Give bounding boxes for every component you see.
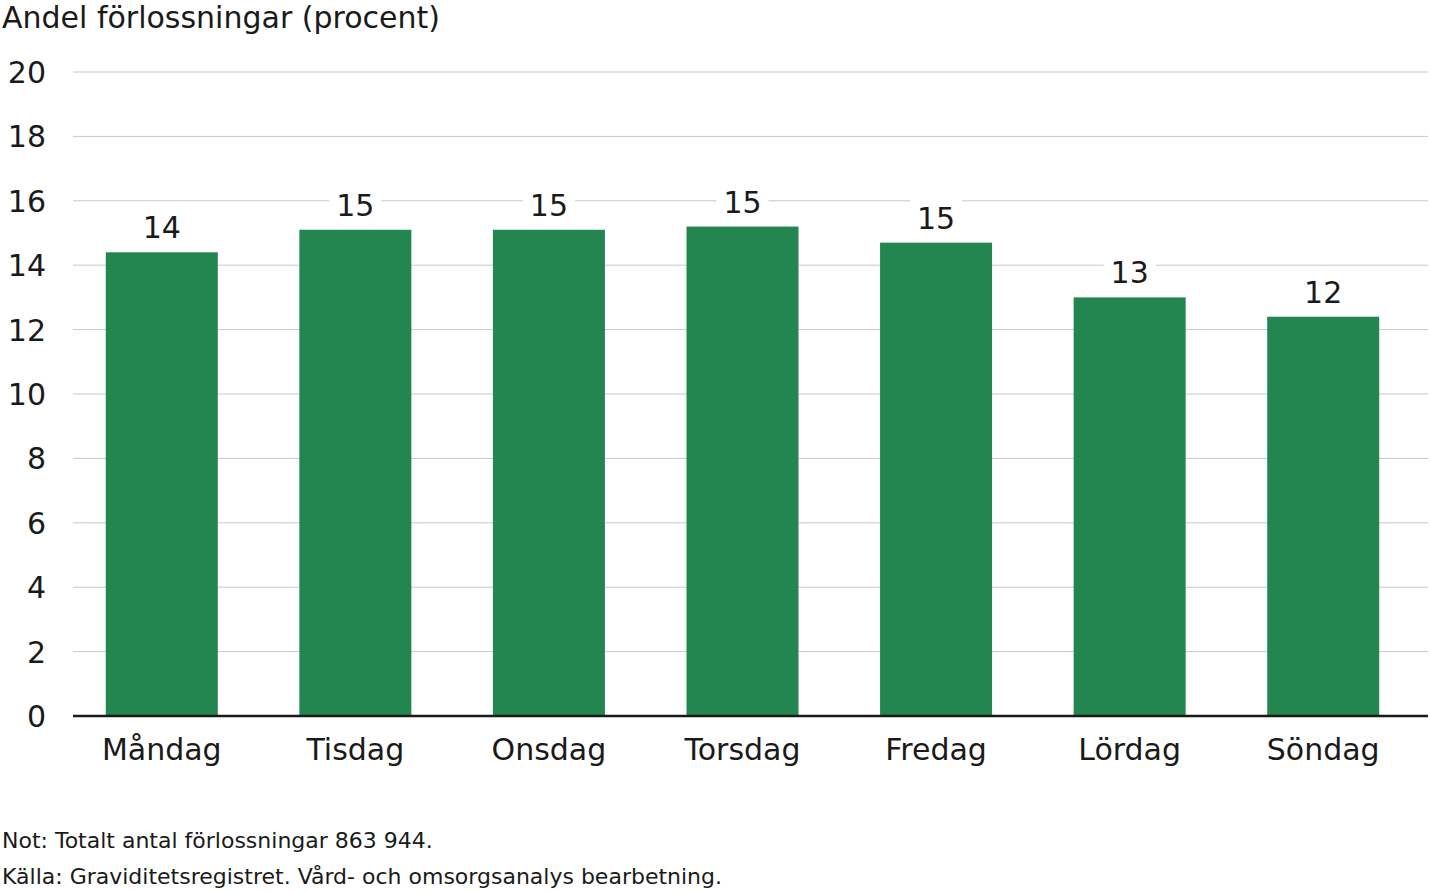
bar: [493, 230, 605, 716]
note: Källa: Graviditetsregistret. Vård- och o…: [2, 864, 722, 889]
data-label-bg: [136, 208, 188, 246]
bar: [1074, 297, 1186, 716]
y-axis-label: Andel förlossningar (procent): [2, 0, 440, 35]
bar: [687, 227, 799, 716]
y-tick-label: 8: [27, 441, 46, 476]
y-tick-label: 18: [8, 119, 46, 154]
data-labels: 14 15 15 15 15 13 12: [136, 183, 1349, 311]
y-tick-label: 2: [27, 635, 46, 670]
data-label-bg: [1297, 273, 1349, 311]
data-label: 15: [336, 188, 374, 223]
data-label: 12: [1304, 275, 1342, 310]
x-tick-label: Onsdag: [492, 732, 607, 767]
data-label-bg: [329, 186, 381, 224]
chart-container: Andel förlossningar (procent)02468101214…: [0, 0, 1430, 892]
y-tick-label: 16: [8, 184, 46, 219]
y-tick-label: 20: [8, 55, 46, 90]
bar: [299, 230, 411, 716]
x-tick-label: Tisdag: [305, 732, 404, 767]
grid-line: [73, 72, 1428, 73]
y-tick-label: 6: [27, 506, 46, 541]
bar: [880, 243, 992, 716]
data-label: 15: [723, 185, 761, 220]
x-tick-label: Söndag: [1267, 732, 1380, 767]
data-label-bg: [1104, 253, 1156, 291]
bars: [106, 227, 1379, 716]
x-tick-label: Torsdag: [683, 732, 800, 767]
bar: [1267, 317, 1379, 716]
data-label-bg: [717, 183, 769, 221]
bar: [106, 252, 218, 716]
grid-line: [73, 136, 1428, 137]
x-tick-label: Fredag: [885, 732, 987, 767]
grid: [73, 72, 1428, 716]
y-tick-label: 4: [27, 570, 46, 605]
data-label: 15: [917, 201, 955, 236]
y-tick-label: 12: [8, 313, 46, 348]
y-tick-label: 14: [8, 248, 46, 283]
data-label-bg: [910, 199, 962, 237]
note: Not: Totalt antal förlossningar 863 944.: [2, 828, 433, 853]
x-axis-line: [73, 715, 1428, 718]
data-label: 14: [143, 210, 181, 245]
grid-line: [73, 716, 1428, 717]
y-tick-label: 10: [8, 377, 46, 412]
x-tick-label: Lördag: [1078, 732, 1181, 767]
data-label: 13: [1111, 255, 1149, 290]
data-label: 15: [530, 188, 568, 223]
x-tick-label: Måndag: [102, 732, 222, 767]
y-tick-label: 0: [27, 699, 46, 734]
chart-svg: Andel förlossningar (procent)02468101214…: [0, 0, 1430, 892]
data-label-bg: [523, 186, 575, 224]
